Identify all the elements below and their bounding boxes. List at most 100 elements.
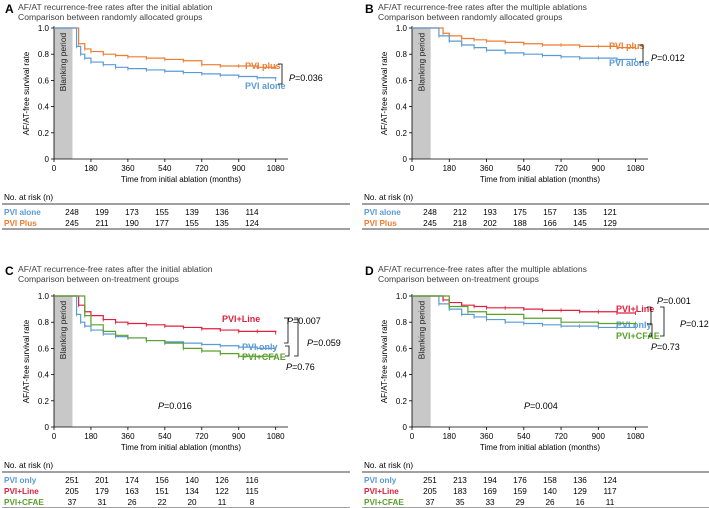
risk-table-cell: 174	[125, 476, 139, 485]
risk-table-row-label: PVI alone	[364, 208, 401, 217]
blanking-period-shade	[412, 28, 431, 159]
series-label: PVI alone	[609, 58, 650, 68]
y-tick-label: 0.4	[396, 103, 408, 112]
panel-letter: A	[5, 2, 14, 16]
x-tick-label: 1080	[267, 432, 285, 441]
p-value-overall: P=0.004	[524, 401, 558, 411]
y-axis-label: AF/AT-free survival rate	[22, 51, 31, 135]
p-value-label: P=0.036	[289, 73, 323, 83]
p-value-bracket	[284, 317, 289, 344]
risk-table-cell: 135	[215, 219, 229, 228]
x-tick-label: 180	[443, 164, 457, 173]
p-value-bracket	[278, 63, 283, 85]
risk-table-cell: 158	[543, 476, 557, 485]
risk-table-cell: 124	[603, 476, 617, 485]
risk-table-cell: 124	[245, 219, 259, 228]
x-tick-label: 720	[554, 164, 568, 173]
risk-table-cell: 205	[423, 487, 437, 496]
risk-table-header: No. at risk (n)	[364, 461, 413, 470]
x-tick-label: 0	[410, 164, 415, 173]
risk-table-cell: 212	[453, 208, 467, 217]
series-label: PVI+CFAE	[616, 331, 660, 341]
x-tick-label: 900	[232, 432, 246, 441]
panel-d: D AF/AT recurrence-free rates after the m…	[362, 264, 709, 508]
x-tick-label: 720	[195, 432, 209, 441]
p-value-label: P=0.12	[680, 319, 709, 329]
risk-table-cell: 194	[483, 476, 497, 485]
x-tick-label: 180	[84, 432, 98, 441]
risk-table-row-label: PVI+CFAE	[4, 498, 44, 507]
y-tick-label: 0.8	[396, 318, 408, 327]
y-tick-label: 0.4	[38, 103, 50, 112]
risk-table-cell: 248	[65, 208, 79, 217]
series-label: PVI only	[242, 342, 278, 352]
y-axis-label: AF/AT-free survival rate	[380, 51, 389, 135]
risk-table-row-label: PVI only	[364, 476, 397, 485]
risk-table-cell: 157	[543, 208, 557, 217]
risk-table-cell: 151	[155, 487, 169, 496]
y-tick-label: 0.2	[396, 397, 408, 406]
risk-table-header: No. at risk (n)	[4, 193, 53, 202]
panel-title: AF/AT recurrence-free rates after the in…	[18, 264, 213, 274]
risk-table-cell: 126	[215, 476, 229, 485]
risk-table-cell: 175	[513, 208, 527, 217]
series-label: PVI+Line	[616, 304, 654, 314]
risk-table-cell: 29	[515, 498, 525, 507]
risk-table-cell: 163	[125, 487, 139, 496]
x-tick-label: 540	[517, 164, 531, 173]
blanking-period-label: Blanking period	[416, 32, 426, 91]
blanking-period-shade	[54, 28, 73, 159]
risk-table-cell: 33	[485, 498, 495, 507]
panel-a: A AF/AT recurrence-free rates after the i…	[2, 2, 350, 230]
y-tick-label: 0.2	[38, 129, 50, 138]
panel-subtitle: Comparison between on-treatment groups	[378, 274, 539, 284]
x-tick-label: 900	[232, 164, 246, 173]
blanking-period-shade	[412, 296, 431, 427]
risk-table-cell: 169	[483, 487, 497, 496]
x-tick-label: 1080	[267, 164, 285, 173]
y-tick-label: 1.0	[38, 24, 50, 33]
risk-table-cell: 114	[245, 208, 258, 217]
risk-table-cell: 156	[155, 476, 169, 485]
risk-table-cell: 211	[95, 219, 108, 228]
risk-table-cell: 20	[187, 498, 197, 507]
blanking-period-label: Blanking period	[416, 300, 426, 359]
p-value-bracket	[294, 317, 299, 357]
y-tick-label: 0	[45, 423, 50, 432]
p-value-label: P=0.059	[307, 338, 341, 348]
risk-table-cell: 190	[125, 219, 139, 228]
panel-letter: B	[365, 2, 374, 16]
risk-table-cell: 166	[543, 219, 557, 228]
risk-table-row-label: PVI only	[4, 476, 37, 485]
risk-table-cell: 201	[95, 476, 109, 485]
risk-table-row-label: PVI Plus	[364, 219, 397, 228]
risk-table-cell: 8	[250, 498, 255, 507]
x-tick-label: 360	[121, 432, 135, 441]
x-tick-label: 540	[158, 164, 172, 173]
y-tick-label: 0.6	[396, 76, 408, 85]
risk-table-cell: 173	[125, 208, 139, 217]
risk-table-cell: 179	[95, 487, 109, 496]
y-tick-label: 0.6	[38, 76, 50, 85]
y-tick-label: 0.4	[38, 371, 50, 380]
x-tick-label: 900	[592, 432, 606, 441]
risk-table-cell: 205	[65, 487, 79, 496]
panel-title: AF/AT recurrence-free rates after the mu…	[378, 2, 587, 12]
y-tick-label: 0	[403, 155, 408, 164]
risk-table-cell: 22	[157, 498, 167, 507]
risk-table-cell: 251	[423, 476, 437, 485]
panel-letter: D	[365, 264, 374, 278]
risk-table-cell: 218	[453, 219, 467, 228]
blanking-period-label: Blanking period	[58, 300, 68, 359]
risk-table-cell: 26	[127, 498, 137, 507]
y-tick-label: 0.8	[396, 50, 408, 59]
panel-title: AF/AT recurrence-free rates after the mu…	[378, 264, 587, 274]
risk-table-cell: 11	[218, 498, 227, 507]
series-line-pvi-line	[412, 295, 636, 314]
blanking-period-label: Blanking period	[58, 32, 68, 91]
y-tick-label: 0.2	[396, 129, 408, 138]
p-value-bracket	[660, 306, 665, 337]
y-tick-label: 1.0	[396, 24, 408, 33]
series-label: PVI+CFAE	[242, 352, 286, 362]
risk-table-cell: 116	[245, 476, 258, 485]
